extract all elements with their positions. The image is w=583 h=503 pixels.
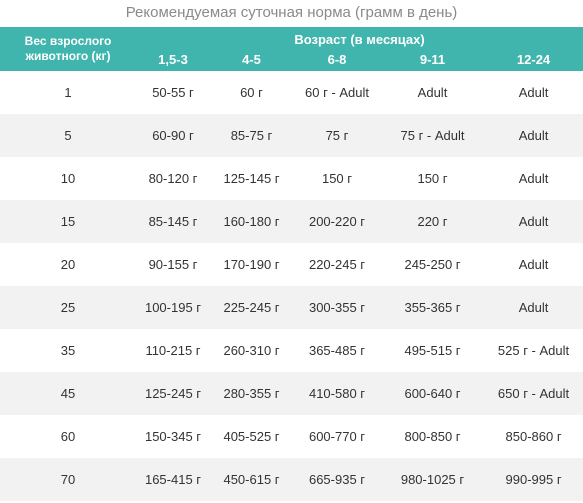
- weight-cell: 45: [0, 372, 136, 415]
- portion-cell: 600-640 г: [381, 372, 484, 415]
- portion-cell: 75 г - Adult: [381, 114, 484, 157]
- portion-cell: 85-145 г: [136, 200, 210, 243]
- portion-cell: 60 г - Adult: [305, 85, 369, 100]
- portion-cell: 90-155 г: [148, 257, 198, 272]
- age-column-header: 1,5-3: [136, 47, 210, 71]
- portion-cell: 220 г: [381, 200, 484, 243]
- portion-cell: Adult: [417, 85, 448, 100]
- table-row: 45 125-245 г 280-355 г 410-580 г 600-640 г 65…: [0, 372, 583, 415]
- portion-cell: 980-1025 г: [381, 458, 484, 501]
- weight-cell: 10: [60, 171, 76, 186]
- table-header: Вес взрослого животного (кг) Возраст (в …: [0, 27, 583, 71]
- portion-cell: 60-90 г: [136, 114, 210, 157]
- portion-cell: Adult: [518, 257, 549, 272]
- portion-cell: 80-120 г: [148, 171, 198, 186]
- portion-cell: 260-310 г: [223, 343, 280, 358]
- weight-cell: 60: [60, 429, 76, 444]
- weight-cell: 35: [60, 343, 76, 358]
- portion-cell: 200-220 г: [293, 200, 381, 243]
- weight-cell: 5: [0, 114, 136, 157]
- weight-cell: 1: [64, 85, 72, 100]
- age-group-header: Возраст (в месяцах): [136, 27, 583, 47]
- portion-cell: 220-245 г: [308, 257, 366, 272]
- portion-cell: 365-485 г: [308, 343, 366, 358]
- portion-cell: 225-245 г: [210, 286, 293, 329]
- portion-cell: 355-365 г: [381, 286, 484, 329]
- weight-cell: 20: [60, 257, 76, 272]
- portion-cell: 990-995 г: [484, 458, 583, 501]
- portion-cell: 100-195 г: [136, 286, 210, 329]
- portion-cell: 850-860 г: [505, 429, 562, 444]
- portion-cell: 525 г - Adult: [497, 343, 570, 358]
- table-row: 35 110-215 г 260-310 г 365-485 г 495-515 г 52…: [0, 329, 583, 372]
- age-column-header: 12-24: [484, 47, 583, 71]
- portion-cell: 650 г - Adult: [484, 372, 583, 415]
- table-row: 20 90-155 г 170-190 г 220-245 г 245-250 г Adu…: [0, 243, 583, 286]
- portion-cell: 800-850 г: [404, 429, 461, 444]
- table-row: 60 150-345 г 405-525 г 600-770 г 800-850 г 85…: [0, 415, 583, 458]
- weight-cell: 15: [0, 200, 136, 243]
- portion-cell: 150 г: [417, 171, 448, 186]
- portion-cell: Adult: [518, 171, 549, 186]
- page-title: Рекомендуемая суточная норма (грамм в де…: [125, 4, 458, 21]
- table-row: 15 85-145 г 160-180 г 200-220 г 220 г Adult: [0, 200, 583, 243]
- portion-cell: 85-75 г: [210, 114, 293, 157]
- portion-cell: 410-580 г: [293, 372, 381, 415]
- table-body: 1 50-55 г 60 г 60 г - Adult Adult Adult 5 60-90…: [0, 71, 583, 501]
- portion-cell: 245-250 г: [404, 257, 461, 272]
- portion-cell: Adult: [484, 114, 583, 157]
- age-column-header: 4-5: [210, 47, 293, 71]
- portion-cell: 160-180 г: [210, 200, 293, 243]
- table-row: 10 80-120 г 125-145 г 150 г 150 г Adult: [0, 157, 583, 200]
- portion-cell: 150 г: [321, 171, 353, 186]
- table-row: 5 60-90 г 85-75 г 75 г 75 г - Adult Adult: [0, 114, 583, 157]
- portion-cell: Adult: [484, 200, 583, 243]
- portion-cell: 125-245 г: [136, 372, 210, 415]
- weight-cell: 70: [0, 458, 136, 501]
- weight-cell: 25: [0, 286, 136, 329]
- weight-column-header: Вес взрослого животного (кг): [0, 27, 136, 71]
- portion-cell: 60 г: [240, 85, 263, 100]
- portion-cell: Adult: [484, 286, 583, 329]
- portion-cell: 405-525 г: [223, 429, 280, 444]
- portion-cell: 600-770 г: [308, 429, 366, 444]
- portion-cell: 450-615 г: [210, 458, 293, 501]
- portion-cell: Adult: [518, 85, 549, 100]
- portion-cell: 665-935 г: [293, 458, 381, 501]
- portion-cell: 110-215 г: [145, 343, 201, 358]
- feeding-table: Вес взрослого животного (кг) Возраст (в …: [0, 27, 583, 501]
- age-column-header: 9-11: [381, 47, 484, 71]
- table-row: 25 100-195 г 225-245 г 300-355 г 355-365 г Ad…: [0, 286, 583, 329]
- portion-cell: 75 г: [293, 114, 381, 157]
- portion-cell: 165-415 г: [136, 458, 210, 501]
- portion-cell: 150-345 г: [144, 429, 202, 444]
- portion-cell: 300-355 г: [293, 286, 381, 329]
- portion-cell: 495-515 г: [404, 343, 461, 358]
- age-column-header: 6-8: [293, 47, 381, 71]
- table-row: 1 50-55 г 60 г 60 г - Adult Adult Adult: [0, 71, 583, 114]
- portion-cell: 170-190 г: [223, 257, 280, 272]
- portion-cell: 280-355 г: [210, 372, 293, 415]
- portion-cell: 50-55 г: [152, 85, 194, 100]
- portion-cell: 125-145 г: [223, 171, 280, 186]
